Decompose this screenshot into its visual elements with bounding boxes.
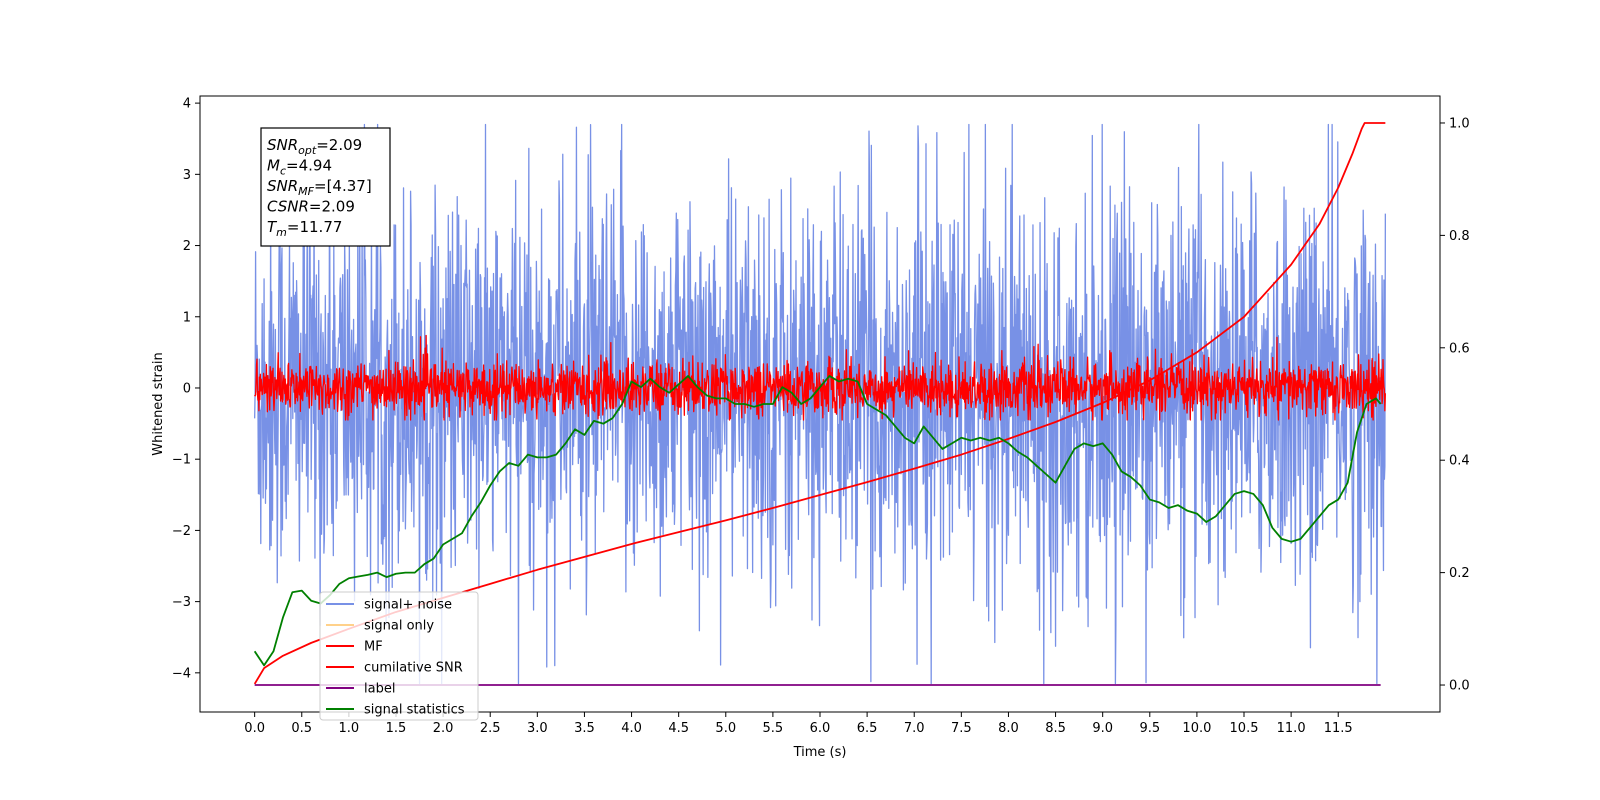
y-tick-label: −1 <box>172 453 191 468</box>
y2-tick-label: 0.8 <box>1449 229 1470 244</box>
x-tick-label: 10.0 <box>1182 721 1211 736</box>
legend-label: cumilative SNR <box>364 661 463 676</box>
x-tick-label: 4.5 <box>668 721 689 736</box>
x-tick-label: 0.0 <box>244 721 265 736</box>
y-tick-label: −4 <box>172 666 191 681</box>
legend-label: MF <box>364 640 383 655</box>
info-value: =2.09 <box>316 136 362 154</box>
y2-tick-label: 0.6 <box>1449 341 1470 356</box>
info-value: =2.09 <box>309 198 355 216</box>
legend-label: signal+ noise <box>364 598 452 613</box>
info-symbol: CSNR <box>267 198 309 216</box>
legend-label: label <box>364 682 395 697</box>
x-tick-label: 6.0 <box>810 721 831 736</box>
x-tick-label: 8.5 <box>1045 721 1066 736</box>
x-tick-label: 4.0 <box>621 721 642 736</box>
y2-tick-label: 0.2 <box>1449 566 1470 581</box>
y-axis-label: Whitened strain <box>151 352 166 455</box>
info-subscript: c <box>280 165 286 178</box>
info-subscript: MF <box>298 185 314 198</box>
axes: 0.0 0.5 1.0 1.5 2.0 2.5 3.0 3.5 4.0 4.5 5.0 5.5 6.0 6… <box>151 95 1470 760</box>
x-tick-label: 8.0 <box>998 721 1019 736</box>
info-box-frame <box>260 127 391 247</box>
series-mf <box>254 334 1386 421</box>
info-box: SNRopt=2.09Mc=4.94SNRMF=[4.37]CSNR=2.09T… <box>260 127 391 247</box>
x-tick-label: 6.5 <box>857 721 878 736</box>
y-tick-label: −2 <box>172 524 191 539</box>
x-tick-label: 7.5 <box>951 721 972 736</box>
info-subscript: m <box>276 226 287 239</box>
info-line: Mc=4.94 <box>267 157 332 178</box>
info-line: SNRopt=2.09 <box>267 136 362 157</box>
series-signal-noise <box>254 123 1386 685</box>
y2-tick-label: 0.4 <box>1449 454 1470 469</box>
y-tick-label: 2 <box>183 239 191 254</box>
legend-frame <box>319 591 479 721</box>
x-tick-label: 7.0 <box>904 721 925 736</box>
series-signal-statistics <box>253 375 1382 667</box>
info-subscript: opt <box>298 144 317 157</box>
x-tick-label: 10.5 <box>1230 721 1259 736</box>
legend-label: signal only <box>364 619 434 634</box>
x-tick-label: 2.5 <box>480 721 501 736</box>
x-tick-label: 5.5 <box>763 721 784 736</box>
y-tick-label: 1 <box>183 310 191 325</box>
info-value: =11.77 <box>287 218 343 236</box>
info-value: =4.94 <box>286 157 332 175</box>
x-tick-label: 11.5 <box>1324 721 1353 736</box>
legend: signal+ noise signal only MF cumilative SNR… <box>319 591 479 721</box>
y2-tick-label: 0.0 <box>1449 679 1470 694</box>
x-axis-label: Time (s) <box>793 745 847 760</box>
info-line: SNRMF=[4.37] <box>267 177 372 198</box>
x-tick-label: 0.5 <box>291 721 312 736</box>
x-tick-label: 1.5 <box>386 721 407 736</box>
x-tick-label: 3.5 <box>574 721 595 736</box>
legend-label: signal statistics <box>364 703 465 718</box>
info-symbol: M <box>267 157 280 175</box>
x-tick-label: 1.0 <box>339 721 360 736</box>
y-tick-label: 0 <box>183 381 191 396</box>
info-symbol: T <box>267 218 278 236</box>
x-tick-label: 2.0 <box>433 721 454 736</box>
y-tick-label: 4 <box>183 97 191 112</box>
x-tick-label: 11.0 <box>1277 721 1306 736</box>
info-line: CSNR=2.09 <box>267 198 355 216</box>
x-tick-label: 9.5 <box>1139 721 1160 736</box>
y2-tick-label: 1.0 <box>1449 116 1470 131</box>
info-line: Tm=11.77 <box>267 218 342 239</box>
x-tick-label: 5.0 <box>715 721 736 736</box>
info-symbol: SNR <box>267 177 298 195</box>
x-tick-label: 9.0 <box>1092 721 1113 736</box>
info-value: =[4.37] <box>314 177 372 195</box>
y-tick-label: −3 <box>172 595 191 610</box>
x-tick-label: 3.0 <box>527 721 548 736</box>
info-symbol: SNR <box>267 136 298 154</box>
y-tick-label: 3 <box>183 168 191 183</box>
